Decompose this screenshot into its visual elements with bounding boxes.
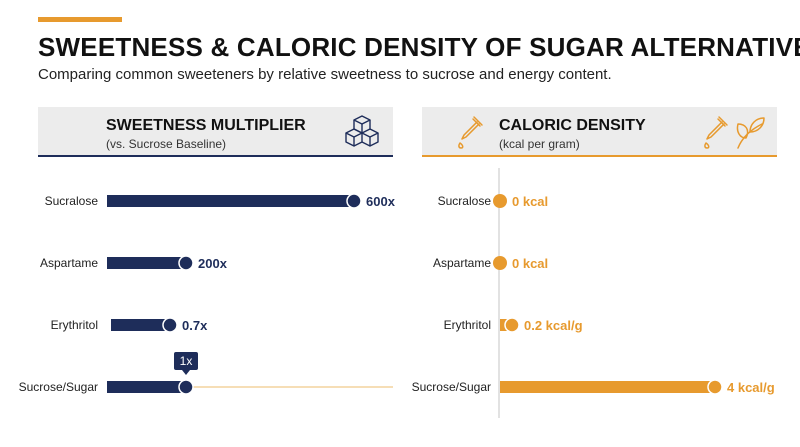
chart-subtitle: Comparing common sweeteners by relative … [38,66,612,83]
value-label: 0 kcal [512,194,548,209]
bar-end-marker [178,379,194,395]
value-label: 4 kcal/g [727,380,775,395]
caloric-panel-header: CALORIC DENSITY (kcal per gram) [422,107,777,157]
caloric-panel-title: CALORIC DENSITY [499,117,646,134]
sugar-cubes-icon [345,115,379,147]
leaf-icon [736,117,765,149]
bar-end-marker [493,256,507,270]
category-label: Sucralose [45,194,99,208]
sweetness-panel-header: SWEETNESS MULTIPLIER (vs. Sucrose Baseli… [38,107,393,157]
value-label: 0.7x [182,318,208,333]
sweetness-bar [107,381,186,393]
sweetness-bar [111,319,170,331]
bar-end-marker [707,379,723,395]
accent-bar [38,17,122,22]
sweetness-panel-subtitle: (vs. Sucrose Baseline) [106,137,227,151]
bar-end-marker [178,255,194,271]
caloric-bar [500,381,715,393]
category-label: Erythritol [444,318,491,332]
baseline-callout [174,352,198,370]
bar-end-marker [346,193,362,209]
dropper-icon [704,116,728,149]
sweetness-bar [107,195,354,207]
category-label: Sucrose/Sugar [19,380,98,394]
value-label: 600x [366,194,396,209]
value-label: 0 kcal [512,256,548,271]
value-label: 0.2 kcal/g [524,318,583,333]
baseline-callout-label: 1x [180,354,193,368]
category-label: Erythritol [51,318,98,332]
bar-end-marker [504,317,520,333]
caloric-panel-subtitle: (kcal per gram) [499,137,580,151]
dropper-icon [458,116,483,149]
sweetness-panel-title: SWEETNESS MULTIPLIER [106,117,306,134]
chart-title: SWEETNESS & CALORIC DENSITY OF SUGAR ALT… [38,32,800,62]
category-label: Aspartame [40,256,98,270]
value-label: 200x [198,256,228,271]
sweetness-bar [107,257,186,269]
category-label: Sucralose [438,194,492,208]
category-label: Sucrose/Sugar [412,380,491,394]
bar-end-marker [493,194,507,208]
bar-end-marker [162,317,178,333]
baseline-callout-pointer [182,370,190,375]
category-label: Aspartame [433,256,491,270]
